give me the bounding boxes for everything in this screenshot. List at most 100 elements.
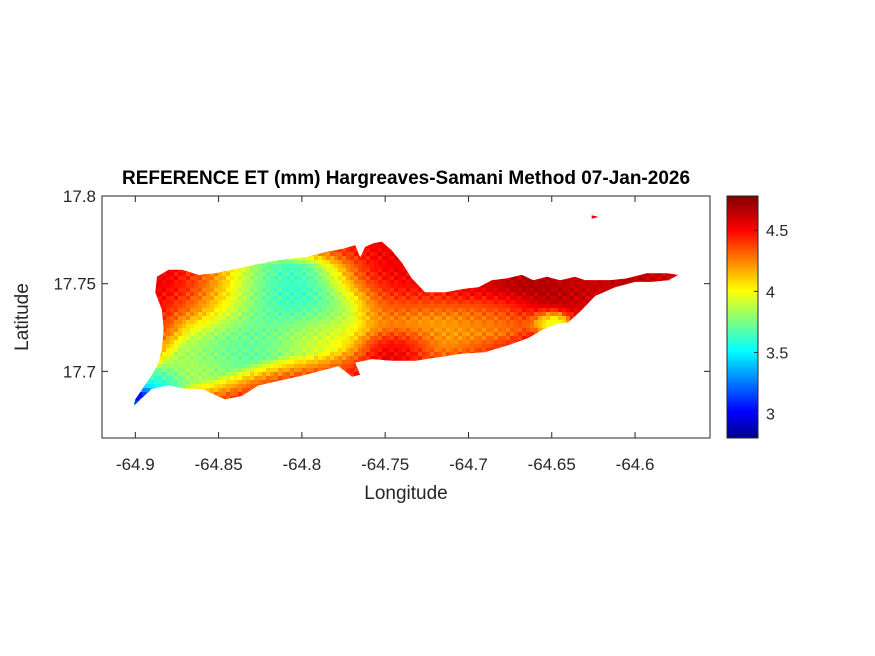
et-cell [202, 384, 207, 389]
et-cell [394, 344, 399, 349]
et-cell [342, 296, 347, 301]
et-cell [358, 264, 363, 269]
et-cell [194, 332, 199, 337]
et-cell [414, 292, 419, 297]
et-cell [398, 284, 403, 289]
et-cell [266, 352, 271, 357]
et-cell [378, 276, 383, 281]
et-cell [246, 348, 251, 353]
et-cell [234, 364, 239, 369]
et-cell [194, 364, 199, 369]
et-cell [190, 360, 195, 365]
et-cell [198, 328, 203, 333]
et-cell [330, 284, 335, 289]
et-cell [326, 292, 331, 297]
et-cell [370, 276, 375, 281]
et-cell [342, 364, 347, 369]
et-cell [178, 312, 183, 317]
et-cell [366, 324, 371, 329]
et-cell [302, 260, 307, 265]
et-cell [390, 340, 395, 345]
et-cell [206, 328, 211, 333]
et-cell [258, 312, 263, 317]
et-cell [434, 344, 439, 349]
et-cell [390, 324, 395, 329]
et-cell [230, 280, 235, 285]
et-cell [210, 312, 215, 317]
et-cell [334, 272, 339, 277]
et-cell [158, 372, 163, 377]
et-cell [266, 276, 271, 281]
et-cell [410, 284, 415, 289]
et-cell [318, 328, 323, 333]
et-cell [274, 344, 279, 349]
et-cell [302, 300, 307, 305]
et-cell [394, 288, 399, 293]
et-cell [306, 292, 311, 297]
et-cell [270, 344, 275, 349]
et-cell [402, 340, 407, 345]
et-cell [362, 284, 367, 289]
et-cell [402, 284, 407, 289]
et-cell [410, 340, 415, 345]
et-cell [218, 368, 223, 373]
et-cell [210, 388, 215, 393]
et-cell [338, 264, 343, 269]
et-cell [322, 264, 327, 269]
et-cell [334, 324, 339, 329]
et-cell [342, 332, 347, 337]
et-cell [374, 348, 379, 353]
et-cell [354, 248, 359, 253]
et-cell [402, 352, 407, 357]
et-cell [390, 260, 395, 265]
et-cell [466, 340, 471, 345]
et-cell [294, 264, 299, 269]
et-cell [342, 288, 347, 293]
et-cell [294, 360, 299, 365]
et-cell [390, 332, 395, 337]
et-cell [190, 280, 195, 285]
et-cell [246, 332, 251, 337]
et-cell [254, 316, 259, 321]
et-cell [522, 320, 527, 325]
et-cell [166, 376, 171, 381]
et-cell [190, 376, 195, 381]
et-cell [246, 376, 251, 381]
et-cell [262, 360, 267, 365]
et-cell [338, 320, 343, 325]
et-cell [382, 324, 387, 329]
et-cell [182, 300, 187, 305]
et-cell [186, 320, 191, 325]
et-cell [314, 332, 319, 337]
et-cell [382, 304, 387, 309]
et-cell [242, 284, 247, 289]
et-cell [330, 320, 335, 325]
et-cell [198, 292, 203, 297]
et-cell [270, 368, 275, 373]
et-cell [250, 276, 255, 281]
et-cell [410, 300, 415, 305]
et-cell [262, 300, 267, 305]
et-cell [178, 324, 183, 329]
et-cell [478, 336, 483, 341]
et-cell [494, 344, 499, 349]
et-cell [218, 340, 223, 345]
et-cell [166, 284, 171, 289]
et-cell [506, 320, 511, 325]
et-cell [246, 360, 251, 365]
et-cell [298, 288, 303, 293]
et-cell [226, 296, 231, 301]
et-cell [338, 336, 343, 341]
et-cell [290, 292, 295, 297]
et-cell [470, 344, 475, 349]
et-cell [454, 332, 459, 337]
et-cell [322, 252, 327, 257]
et-cell [378, 312, 383, 317]
et-cell [258, 304, 263, 309]
et-cell [254, 320, 259, 325]
et-cell [342, 300, 347, 305]
et-cell [350, 356, 355, 361]
et-cell [274, 264, 279, 269]
et-cell [214, 348, 219, 353]
et-cell [274, 356, 279, 361]
